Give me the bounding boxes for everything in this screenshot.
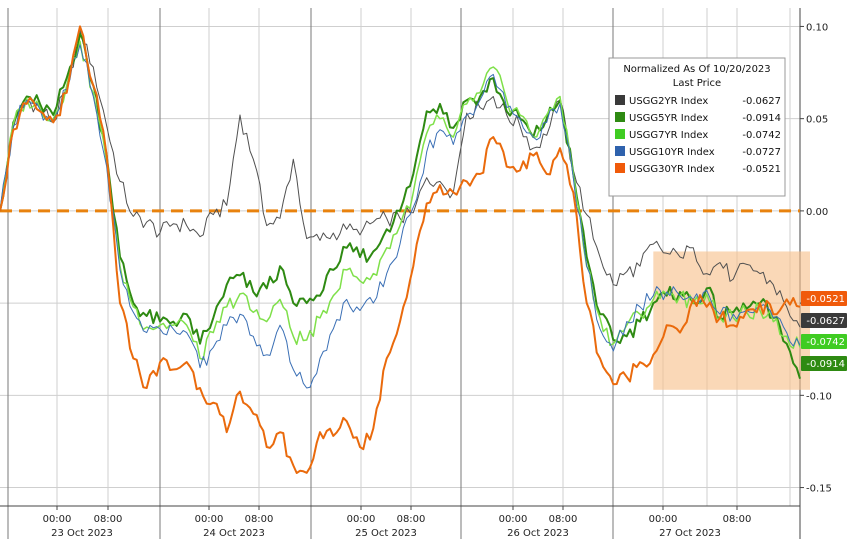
series-line-usgg30yr-index (0, 25, 801, 474)
tag-usgg5yr-index (801, 356, 847, 371)
x-tick-label: 00:00 (499, 514, 528, 525)
x-tick-label: 08:00 (549, 514, 578, 525)
legend-title: Normalized As Of 10/20/2023 (623, 64, 770, 75)
y-tick-label: -0.15 (806, 484, 832, 495)
x-tick-label: 00:00 (649, 514, 678, 525)
series-line-usgg2yr-index (0, 29, 801, 328)
x-tick-label: 08:00 (245, 514, 274, 525)
legend-series-name: USGG7YR Index (629, 130, 708, 141)
legend-series-name: USGG5YR Index (629, 113, 708, 124)
x-axis: 00:00 08:00 00:00 08:00 00:00 08:00 00:00 08:00… (43, 506, 752, 539)
x-date-label: 27 Oct 2023 (659, 528, 721, 539)
x-tick-label: 08:00 (94, 514, 123, 525)
tag-value: -0.0521 (806, 294, 845, 305)
tag-usgg30yr-index (801, 291, 847, 306)
series-line-usgg5yr-index (0, 32, 801, 379)
x-date-label: 26 Oct 2023 (507, 528, 569, 539)
last-price-tags: -0.0521 -0.0627 -0.0742 -0.0914 (801, 291, 847, 371)
legend-series-value: -0.0627 (742, 96, 781, 107)
x-date-label: 25 Oct 2023 (355, 528, 417, 539)
legend: Normalized As Of 10/20/2023 Last Price USG… (608, 57, 786, 197)
legend-series-value: -0.0742 (742, 130, 781, 141)
legend-series-name: USGG10YR Index (629, 147, 715, 158)
highlight-box (653, 251, 810, 390)
legend-swatch (615, 112, 625, 122)
legend-swatch (615, 163, 625, 173)
x-tick-label: 00:00 (347, 514, 376, 525)
x-tick-label: 00:00 (195, 514, 224, 525)
highlight-region (653, 251, 810, 390)
legend-series-name: USGG30YR Index (629, 164, 715, 175)
tag-value: -0.0627 (806, 316, 845, 327)
tag-usgg7yr-index (801, 334, 847, 349)
x-date-label: 24 Oct 2023 (203, 528, 265, 539)
legend-series-name: USGG2YR Index (629, 96, 708, 107)
tag-value: -0.0742 (806, 337, 845, 348)
y-tick-label: 0.10 (806, 22, 828, 33)
y-axis: 0.10 0.05 0.00 -0.10 -0.15 (800, 22, 832, 495)
legend-subtitle: Last Price (673, 78, 721, 89)
y-tick-label: 0.05 (806, 115, 828, 126)
legend-series-value: -0.0727 (742, 147, 781, 158)
series-lines (0, 25, 801, 474)
y-tick-label: 0.00 (806, 207, 828, 218)
legend-swatch (615, 146, 625, 156)
x-tick-label: 08:00 (723, 514, 752, 525)
legend-series-value: -0.0914 (742, 113, 781, 124)
series-line-usgg7yr-index (0, 40, 801, 361)
tag-usgg2yr-index (801, 313, 847, 328)
y-tick-label: -0.10 (806, 391, 832, 402)
x-tick-label: 08:00 (397, 514, 426, 525)
legend-box (608, 57, 786, 197)
tag-value: -0.0914 (806, 359, 845, 370)
legend-swatch (615, 129, 625, 139)
x-date-label: 23 Oct 2023 (51, 528, 113, 539)
x-tick-label: 00:00 (43, 514, 72, 525)
legend-swatch (615, 95, 625, 105)
series-line-usgg10yr-index (0, 44, 801, 389)
legend-series-value: -0.0521 (742, 164, 781, 175)
